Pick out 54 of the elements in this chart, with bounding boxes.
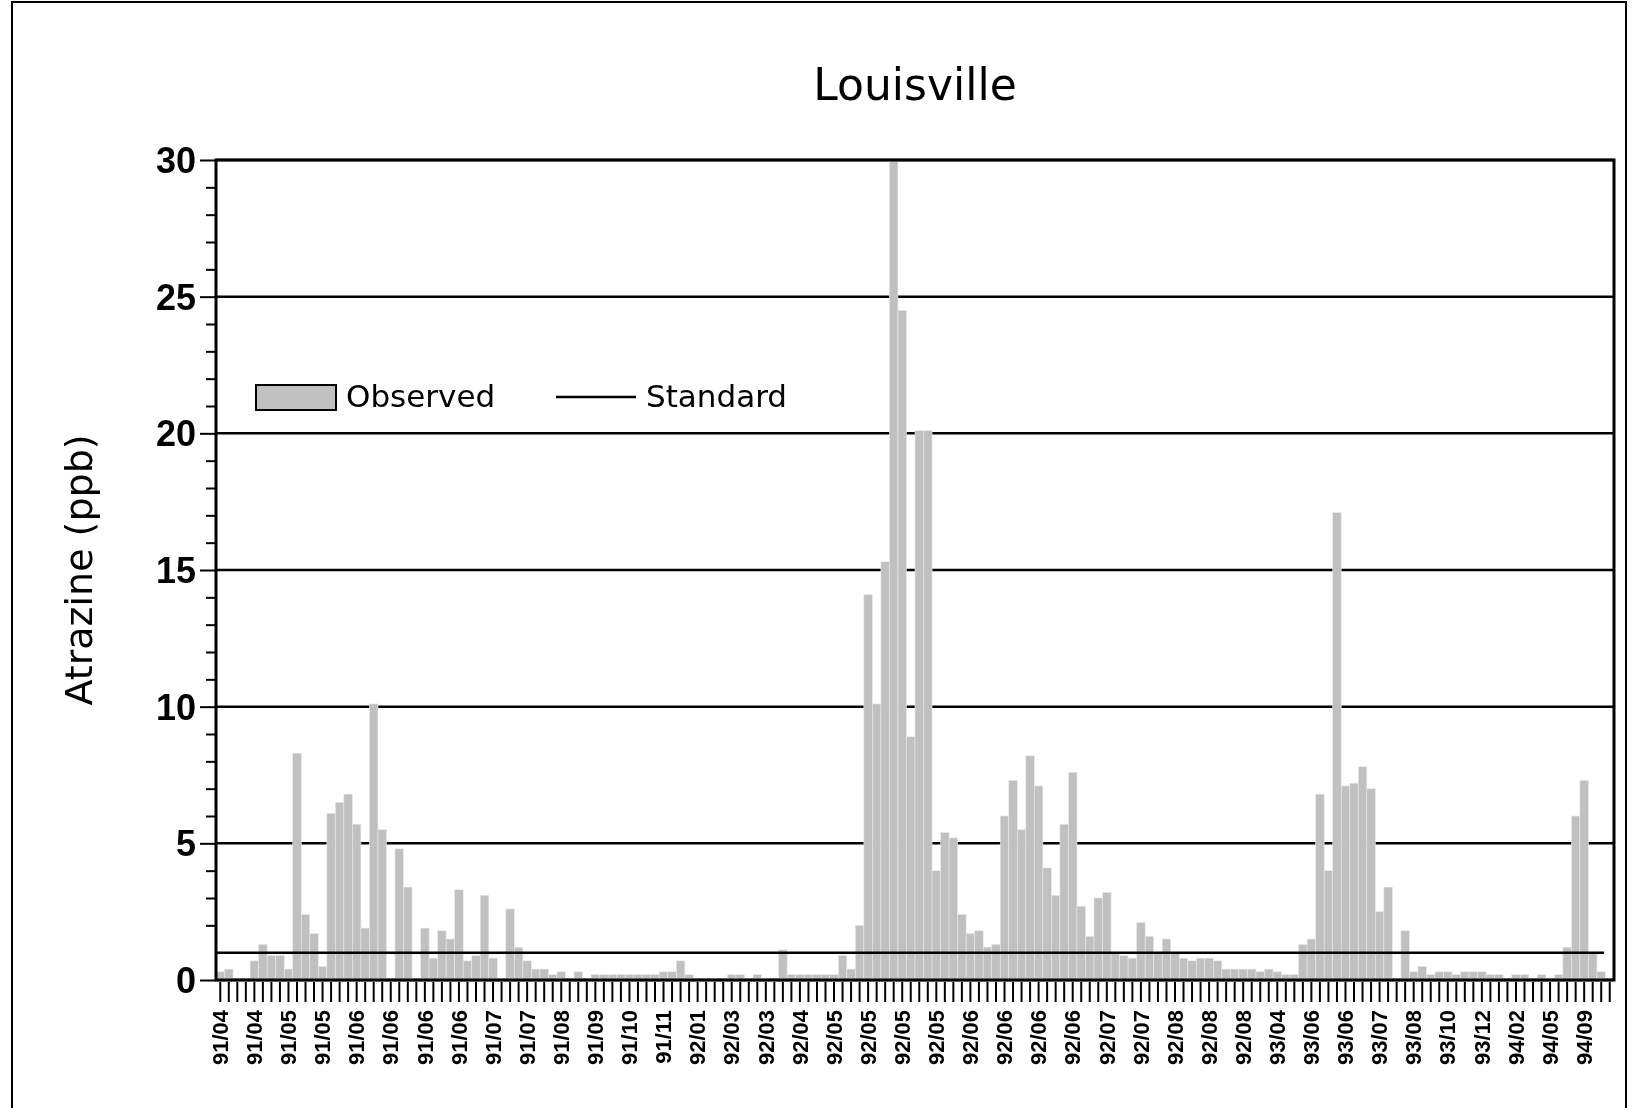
x-tick-label: 91/08 [548,1010,574,1066]
x-tick-label: 91/07 [480,1010,506,1066]
x-tick-label: 92/07 [1094,1010,1120,1066]
x-tick-label: 93/10 [1435,1010,1461,1066]
legend-label: Observed [346,378,496,414]
x-tick-label: 92/05 [821,1010,847,1066]
x-tick-label: 91/07 [514,1010,540,1066]
x-tick-label: 91/06 [412,1010,438,1066]
x-tick-label: 93/06 [1299,1010,1325,1066]
x-tick-label: 91/05 [276,1010,302,1066]
x-tick-label: 92/01 [685,1010,711,1066]
x-tick-label: 93/08 [1401,1010,1427,1066]
x-tick-label: 92/08 [1230,1010,1256,1066]
chart-title: Louisville [813,59,1017,110]
y-tick-label: 5 [175,823,196,865]
x-tick-label: 92/05 [924,1010,950,1066]
y-tick-label: 30 [155,140,196,182]
x-tick-label: 91/06 [446,1010,472,1066]
x-tick-label: 91/04 [242,1009,268,1066]
x-tick-label: 91/05 [310,1010,336,1066]
x-tick-label: 93/06 [1333,1010,1359,1066]
x-tick-label: 94/05 [1537,1010,1563,1066]
bar [573,971,583,981]
y-tick-label: 20 [155,413,196,455]
x-tick-label: 92/03 [719,1010,745,1066]
x-tick-label: 92/06 [1026,1010,1052,1066]
x-tick-label: 91/04 [207,1009,233,1066]
x-tick-label: 94/09 [1571,1010,1597,1066]
x-tick-label: 92/07 [1128,1010,1154,1066]
x-tick-label: 93/12 [1469,1010,1495,1066]
x-tick-label: 92/05 [889,1010,915,1066]
x-tick-label: 91/06 [344,1010,370,1066]
x-tick-label: 92/06 [992,1010,1018,1066]
x-tick-label: 93/04 [1264,1009,1290,1066]
x-tick-label: 92/04 [787,1009,813,1066]
x-tick-label: 93/07 [1367,1010,1393,1066]
x-tick-label: 91/10 [617,1010,643,1066]
y-tick-label: 15 [155,550,196,592]
y-tick-label: 10 [155,686,196,728]
x-tick-label: 94/02 [1503,1010,1529,1066]
y-tick-label: 25 [155,276,196,318]
bar [752,974,762,981]
x-tick-label: 92/06 [1060,1010,1086,1066]
y-axis-title: Atrazine (ppb) [57,434,101,706]
x-tick-label: 92/06 [958,1010,984,1066]
x-tick-label: 92/08 [1162,1010,1188,1066]
y-tick-label: 0 [175,960,196,1002]
x-tick-label: 91/09 [583,1010,609,1066]
x-tick-label: 91/11 [651,1010,677,1064]
x-tick-label: 92/08 [1196,1010,1222,1066]
x-tick-label: 92/05 [855,1010,881,1066]
legend-label: Standard [646,378,788,414]
x-tick-label: 91/06 [378,1010,404,1066]
x-tick-label: 92/03 [753,1010,779,1066]
